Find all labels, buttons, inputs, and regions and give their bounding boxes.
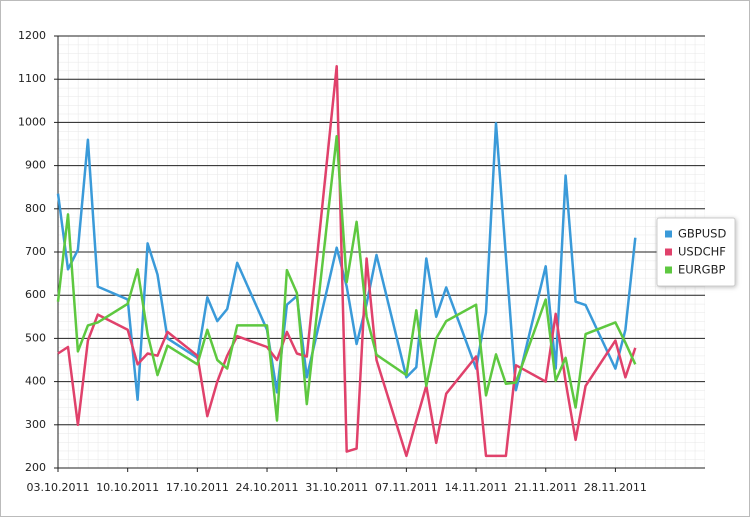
y-tick-label: 1100 [18, 72, 46, 85]
x-tick-label: 31.10.2011 [305, 481, 368, 494]
y-tick-label: 400 [25, 375, 46, 388]
x-tick-label: 17.10.2011 [166, 481, 229, 494]
legend-swatch [665, 266, 672, 274]
y-tick-label: 300 [25, 418, 46, 431]
legend-box [656, 217, 736, 287]
x-tick-label: 28.11.2011 [584, 481, 647, 494]
y-tick-label: 600 [25, 288, 46, 301]
x-tick-label: 03.10.2011 [27, 481, 90, 494]
x-tick-label: 21.11.2011 [514, 481, 577, 494]
legend-label: EURGBP [678, 263, 725, 277]
legend-swatch [665, 230, 672, 238]
legend-swatch [665, 248, 672, 256]
y-tick-label: 900 [25, 159, 46, 172]
y-tick-label: 1200 [18, 29, 46, 42]
y-tick-label: 800 [25, 202, 46, 215]
x-tick-label: 07.11.2011 [375, 481, 438, 494]
legend-label: USDCHF [678, 245, 726, 259]
legend: GBPUSD USDCHF EURGBP [656, 217, 736, 287]
y-tick-label: 700 [25, 245, 46, 258]
y-tick-label: 1000 [18, 115, 46, 128]
legend-label: GBPUSD [678, 227, 726, 241]
series-line [57, 64, 637, 458]
series-line [56, 122, 637, 401]
y-tick-label: 200 [25, 461, 46, 474]
y-tick-label: 500 [25, 331, 46, 344]
series-line [56, 134, 637, 422]
x-tick-label: 14.11.2011 [445, 481, 508, 494]
x-tick-label: 24.10.2011 [236, 481, 299, 494]
x-tick-label: 10.10.2011 [96, 481, 159, 494]
